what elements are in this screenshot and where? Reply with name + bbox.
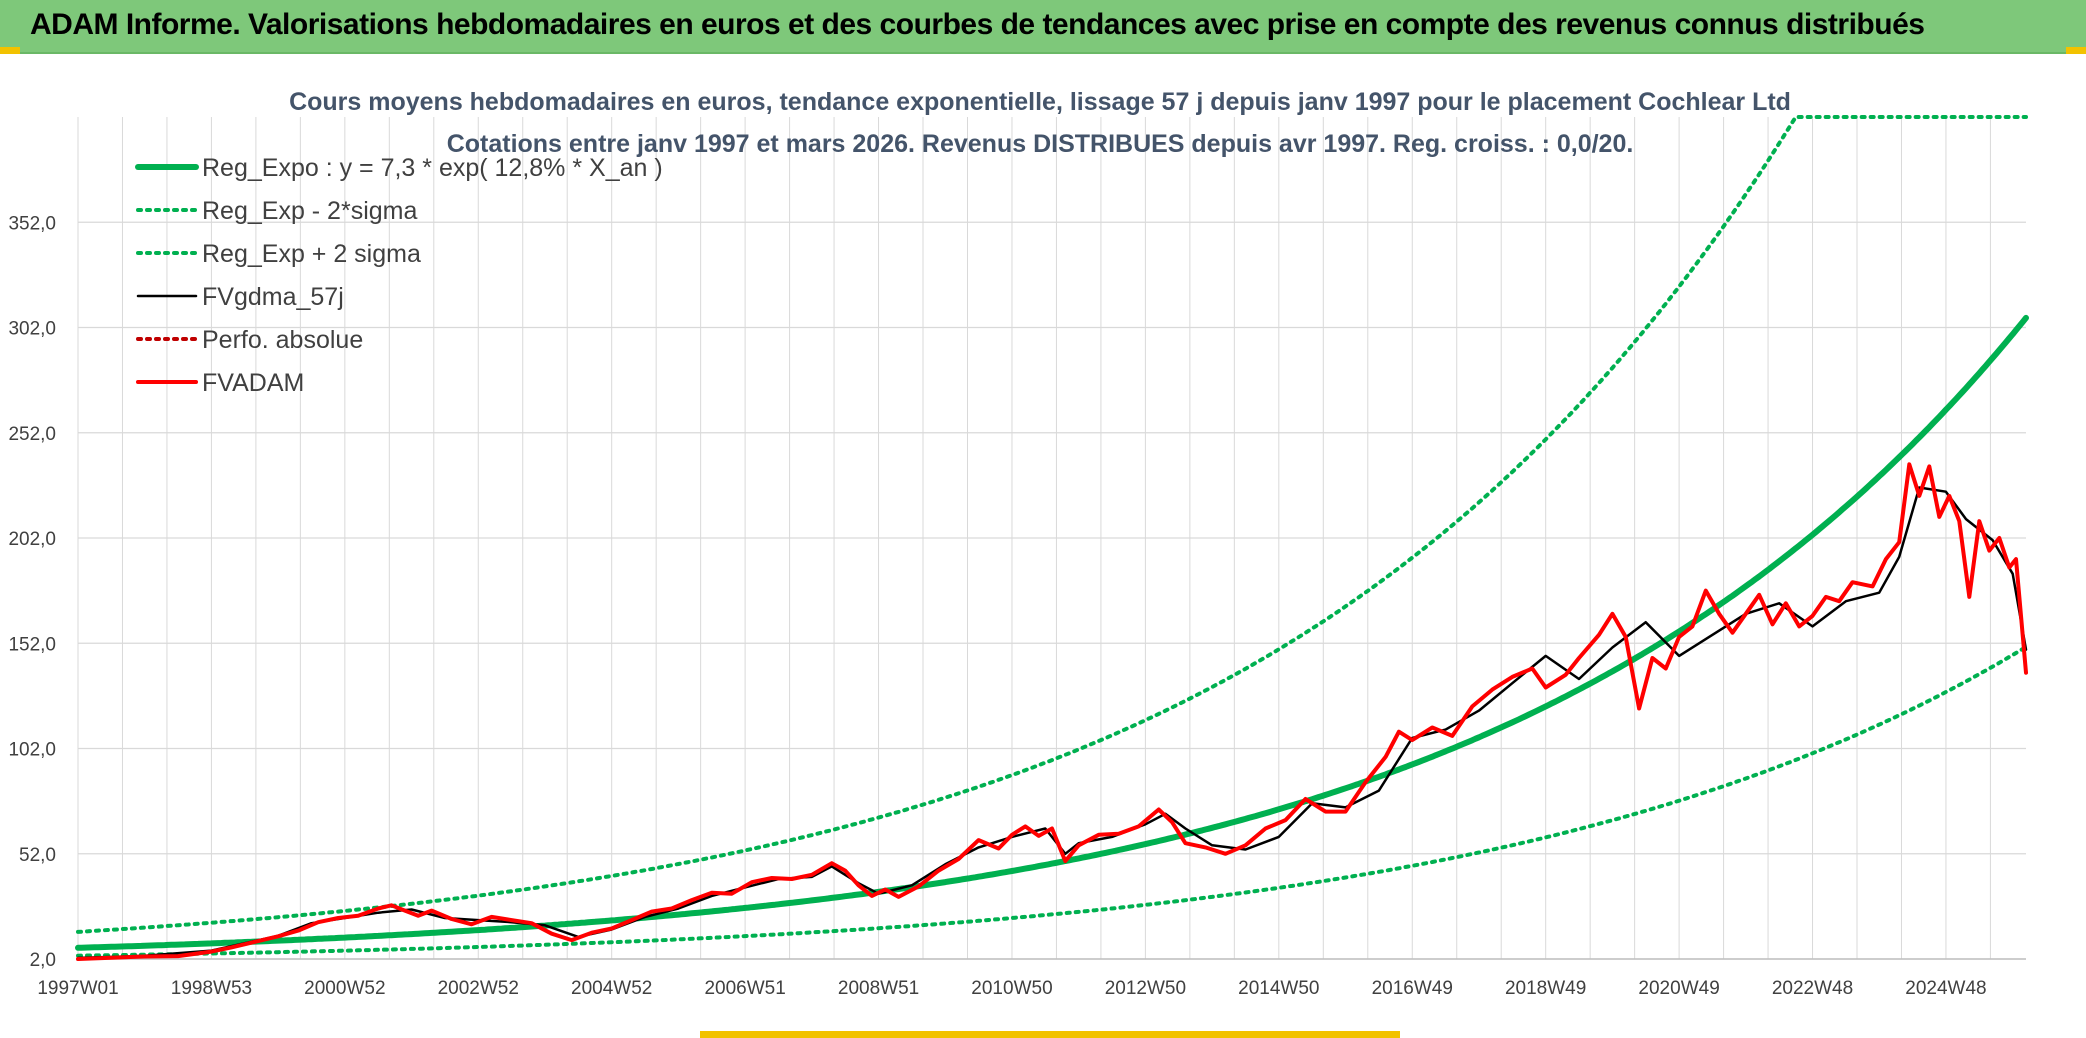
header-title: ADAM Informe. Valorisations hebdomadaire… bbox=[30, 8, 1925, 41]
y-tick-label: 302,0 bbox=[8, 319, 56, 340]
chart-subtitle: Cotations entre janv 1997 et mars 2026. … bbox=[447, 130, 1634, 158]
x-tick-label: 2016W49 bbox=[1372, 978, 1453, 999]
x-tick-label: 2022W48 bbox=[1772, 978, 1853, 999]
x-tick-label: 2000W52 bbox=[304, 978, 385, 999]
y-tick-label: 252,0 bbox=[8, 424, 56, 445]
y-tick-label: 52,0 bbox=[19, 845, 56, 866]
tick-layer: 2,0 52,0 102,0 152,0 202,0 252,0 302,0 352,0 199… bbox=[8, 213, 1986, 999]
x-tick-label: 1998W53 bbox=[171, 978, 252, 999]
legend-label: Reg_Exp + 2 sigma bbox=[202, 240, 421, 268]
corner-mark-top-right bbox=[2066, 47, 2086, 54]
x-tick-label: 2014W50 bbox=[1238, 978, 1319, 999]
legend-label: Reg_Exp - 2*sigma bbox=[202, 197, 417, 225]
chart-title: Cours moyens hebdomadaires en euros, ten… bbox=[289, 88, 1791, 116]
x-tick-label: 2020W49 bbox=[1638, 978, 1719, 999]
x-tick-label: 2004W52 bbox=[571, 978, 652, 999]
legend-label: FVgdma_57j bbox=[202, 283, 344, 311]
x-tick-label: 2018W49 bbox=[1505, 978, 1586, 999]
x-tick-label: 2024W48 bbox=[1905, 978, 1986, 999]
series-layer bbox=[75, 115, 2029, 961]
chart-svg: 2,0 52,0 102,0 152,0 202,0 252,0 302,0 352,0 199… bbox=[8, 88, 2029, 999]
legend-label: Reg_Expo : y = 7,3 * exp( 12,8% * X_an ) bbox=[202, 154, 663, 182]
x-tick-label: 1997W01 bbox=[37, 978, 118, 999]
grid-layer bbox=[77, 117, 2026, 960]
legend: Reg_Expo : y = 7,3 * exp( 12,8% * X_an )… bbox=[135, 154, 663, 397]
x-tick-label: 2010W50 bbox=[971, 978, 1052, 999]
series-line bbox=[76, 115, 2028, 934]
x-tick-label: 2002W52 bbox=[438, 978, 519, 999]
corner-mark-top-left bbox=[0, 47, 20, 54]
y-tick-label: 352,0 bbox=[8, 213, 56, 234]
series-line bbox=[76, 645, 2028, 958]
y-tick-label: 152,0 bbox=[8, 634, 56, 655]
corner-mark-bottom-center bbox=[700, 1031, 1400, 1038]
x-tick-label: 2006W51 bbox=[704, 978, 785, 999]
legend-label: FVADAM bbox=[202, 369, 304, 397]
series-line bbox=[76, 462, 2028, 961]
series-line bbox=[76, 486, 2028, 960]
y-tick-label: 102,0 bbox=[8, 740, 56, 761]
x-tick-label: 2008W51 bbox=[838, 978, 919, 999]
header-bar: ADAM Informe. Valorisations hebdomadaire… bbox=[0, 0, 2086, 54]
y-tick-label: 2,0 bbox=[30, 950, 56, 971]
y-tick-label: 202,0 bbox=[8, 529, 56, 550]
x-tick-label: 2012W50 bbox=[1105, 978, 1186, 999]
legend-label: Perfo. absolue bbox=[202, 326, 363, 354]
series-line bbox=[75, 314, 2029, 951]
